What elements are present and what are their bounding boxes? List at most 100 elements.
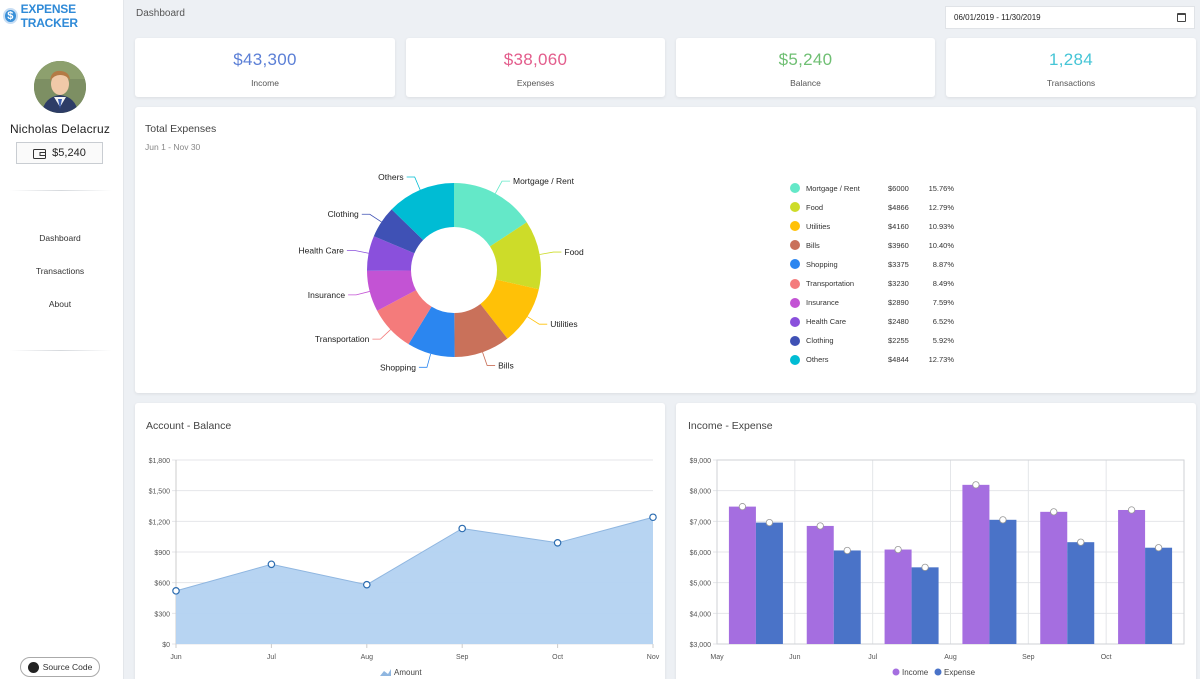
bar-marker (1077, 538, 1085, 546)
legend-row[interactable]: Shopping $3375 8.87% (790, 258, 954, 270)
legend-dot (790, 354, 800, 365)
legend-category: Food (806, 202, 824, 212)
source-code-button[interactable]: Source Code (20, 657, 100, 677)
donut-label: Bills (498, 360, 514, 370)
donut-slice (408, 306, 455, 357)
x-tick-label: Jul (868, 654, 877, 661)
y-tick-label: $4,000 (690, 611, 712, 618)
sidebar: $ EXPENSE TRACKER Nicholas Delacruz $5,2… (0, 0, 124, 679)
bar-marker (972, 481, 980, 489)
brand[interactable]: $ EXPENSE TRACKER (0, 0, 123, 32)
y-tick-label: $3,000 (690, 642, 712, 649)
legend-dot (790, 316, 800, 327)
y-tick-label: $6,000 (690, 550, 712, 557)
legend-row[interactable]: Health Care $2480 6.52% (790, 316, 954, 328)
legend-dot (934, 668, 942, 676)
donut-label: Health Care (299, 246, 345, 256)
nav-about[interactable]: About (48, 299, 72, 309)
legend-amount: $4844 (888, 355, 909, 365)
legend-amount: $6000 (888, 183, 909, 193)
legend-row[interactable]: Transportation $3230 8.49% (790, 278, 954, 290)
legend-dot (790, 202, 800, 213)
legend-amount: $4866 (888, 202, 909, 212)
legend-category: Bills (806, 240, 820, 250)
bar-marker (1050, 508, 1058, 516)
bar-marker (765, 518, 774, 527)
stat-value: $38,060 (503, 50, 568, 69)
bar-marker (738, 503, 747, 511)
bar (728, 506, 756, 644)
wallet-balance: $5,240 (16, 142, 103, 164)
nav-dashboard[interactable]: Dashboard (39, 233, 81, 243)
x-tick-label: Sep (1022, 654, 1035, 661)
legend-row[interactable]: Clothing $2255 5.92% (790, 335, 954, 347)
bar (755, 522, 783, 644)
donut-slice (480, 279, 539, 339)
donut-label: Mortgage / Rent (513, 176, 575, 186)
stat-label: Expenses (516, 78, 555, 88)
bar-marker (921, 563, 929, 571)
wallet-amount: $5,240 (52, 147, 86, 159)
donut-label: Others (378, 172, 404, 182)
breadcrumb: Dashboard (136, 8, 185, 19)
area-point (553, 539, 562, 547)
income-expense-card: Income - Expense $3,000 $4,000 $5,000 $6,00… (676, 403, 1196, 679)
legend-dot (790, 221, 800, 232)
donut-slice (489, 222, 541, 290)
donut-slice (377, 290, 432, 345)
legend-row[interactable]: Utilities $4160 10.93% (790, 220, 954, 232)
y-tick-label: $0 (162, 642, 170, 649)
stat-value: $5,240 (778, 50, 833, 69)
bar (1067, 542, 1095, 644)
nav-transactions[interactable]: Transactions (35, 266, 85, 276)
donut-label-line (494, 180, 511, 194)
x-tick-label: Oct (1101, 654, 1112, 661)
bar-chart: $3,000 $4,000 $5,000 $6,000 $7,000 $8,000 $9,0… (690, 458, 1185, 677)
bar (1040, 511, 1068, 644)
x-tick-label: Sep (456, 654, 469, 661)
bar-marker (1154, 544, 1163, 552)
y-tick-label: $9,000 (690, 458, 712, 465)
bar (1118, 509, 1146, 644)
area-chart: $0 $300 $600 $900 $1,200 $1,500 $1,800 Jun Jul Au… (149, 458, 660, 677)
legend-percent: 6.52% (932, 317, 954, 327)
y-tick-label: $600 (154, 581, 170, 588)
stat-card-expenses: $38,060 Expenses (406, 38, 665, 97)
area-fill (176, 517, 653, 644)
legend-row[interactable]: Insurance $2890 7.59% (790, 297, 954, 309)
legend-row[interactable]: Bills $3960 10.40% (790, 239, 954, 251)
date-range-picker[interactable]: 06/01/2019 - 11/30/2019 (945, 6, 1195, 29)
legend-percent: 5.92% (932, 336, 954, 346)
legend-amount: $3375 (888, 259, 909, 269)
area-point (267, 560, 276, 569)
bar (962, 484, 990, 644)
stat-label: Income (251, 78, 279, 88)
y-tick-label: $900 (154, 550, 170, 557)
area-line (175, 516, 654, 592)
y-tick-label: $7,000 (690, 519, 712, 526)
legend-row[interactable]: Food $4866 12.79% (790, 201, 954, 213)
x-tick-label: Jul (267, 654, 276, 661)
donut-label-line (361, 213, 382, 223)
dollar-logo-icon: $ (3, 8, 18, 24)
legend-category: Insurance (806, 298, 839, 308)
legend-area-icon (380, 669, 391, 676)
legend-row[interactable]: Others $4844 12.73% (790, 354, 954, 366)
date-range-value: 06/01/2019 - 11/30/2019 (954, 13, 1041, 22)
x-tick-label: Jun (170, 654, 181, 661)
bar-marker (999, 516, 1007, 524)
donut-label: Transportation (315, 334, 370, 344)
card-subtitle: Jun 1 - Nov 30 (145, 142, 201, 152)
donut-label-line (527, 316, 548, 325)
legend-label: Income (902, 668, 929, 677)
source-code-label: Source Code (42, 662, 93, 672)
calendar-icon[interactable] (1177, 13, 1186, 22)
legend-amount: $3960 (888, 240, 909, 250)
legend-row[interactable]: Mortgage / Rent $6000 15.76% (790, 182, 954, 194)
wallet-icon (33, 148, 47, 159)
donut-label-line (482, 352, 496, 366)
bar (911, 567, 939, 644)
bar (989, 519, 1017, 644)
stat-label: Balance (790, 78, 821, 88)
donut-label-line (348, 291, 370, 296)
